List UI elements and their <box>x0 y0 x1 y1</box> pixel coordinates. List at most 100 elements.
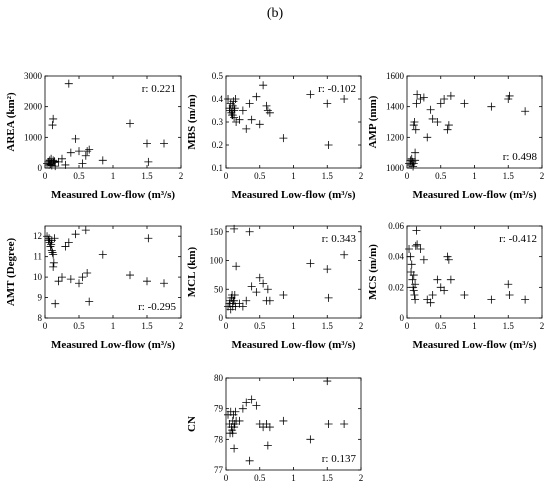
y-tick-label: 0.2 <box>212 140 223 150</box>
data-point <box>245 227 254 236</box>
y-tick-label: 2000 <box>24 102 43 112</box>
data-point <box>230 444 239 453</box>
scatter-panel: 0 0.5 1 1.5 2 0 50 100 150 r: 0.343 Measured Low-f… <box>186 224 363 351</box>
data-point <box>263 285 272 294</box>
data-point <box>440 286 449 295</box>
data-point <box>49 158 58 167</box>
x-axis-label: Measured Low-flow (m³/s) <box>412 189 536 201</box>
data-point <box>50 234 59 243</box>
data-point <box>505 291 514 299</box>
y-tick-label: 0.5 <box>212 71 224 81</box>
data-point <box>505 91 514 100</box>
correlation-annotation: r: -0.102 <box>318 83 356 95</box>
data-point <box>428 114 437 123</box>
x-tick-label: 1 <box>111 171 116 181</box>
data-point <box>433 275 442 284</box>
data-point <box>324 141 333 149</box>
data-point <box>444 255 453 264</box>
data-point <box>48 248 57 257</box>
x-tick-label: 1.5 <box>322 171 334 181</box>
data-point <box>252 288 261 297</box>
y-tick-label: 1200 <box>386 132 405 142</box>
data-point <box>408 275 417 284</box>
data-point <box>83 147 92 156</box>
data-point <box>426 298 435 307</box>
data-point <box>416 95 425 103</box>
data-point <box>230 106 239 115</box>
data-point <box>238 106 247 115</box>
y-tick-label: 0 <box>400 313 405 323</box>
data-point <box>230 104 239 113</box>
data-point <box>411 156 420 165</box>
x-tick-label: 2 <box>359 473 364 483</box>
data-point <box>340 95 349 103</box>
data-point <box>61 160 70 169</box>
data-point <box>446 91 455 100</box>
y-tick-label: 80 <box>214 373 224 383</box>
data-point <box>247 395 256 404</box>
data-point <box>259 279 268 288</box>
data-point <box>265 296 274 305</box>
y-tick-label: 50 <box>214 284 224 294</box>
x-axis-label: Measured Low-flow (m³/s) <box>231 189 355 201</box>
data-point <box>51 299 60 308</box>
data-point <box>228 111 237 120</box>
x-tick-label: 1 <box>291 171 296 181</box>
y-tick-label: 0.02 <box>388 282 404 292</box>
x-tick-label: 1.5 <box>322 473 334 483</box>
data-point <box>407 154 416 163</box>
data-point <box>232 262 241 271</box>
y-axis-label: AMP (mm) <box>367 95 379 148</box>
y-tick-label: 150 <box>210 227 224 237</box>
data-point <box>54 157 63 166</box>
data-point <box>259 81 268 90</box>
data-point <box>143 139 151 148</box>
data-point <box>410 118 419 126</box>
y-tick-label: 0 <box>219 313 224 323</box>
y-axis-label: MCL (km) <box>186 246 198 297</box>
data-point <box>409 121 418 130</box>
x-tick-label: 1 <box>291 321 296 331</box>
data-point <box>230 224 239 233</box>
data-point <box>428 291 437 299</box>
data-point <box>75 279 83 288</box>
data-series <box>405 226 530 307</box>
x-tick-label: 0.5 <box>73 321 85 331</box>
data-point <box>47 240 56 249</box>
data-point <box>231 95 240 103</box>
x-tick-label: 2 <box>179 321 184 331</box>
data-point <box>49 114 58 123</box>
x-tick-label: 0 <box>224 473 229 483</box>
data-point <box>460 291 469 299</box>
data-point <box>440 95 449 103</box>
data-point <box>443 125 452 134</box>
data-point <box>411 125 420 134</box>
data-point <box>410 291 419 299</box>
data-point <box>413 90 422 99</box>
y-tick-label: 77 <box>214 465 224 475</box>
y-axis-label: AREA (km²) <box>5 92 17 152</box>
data-point <box>64 238 73 247</box>
data-point <box>416 245 425 253</box>
data-point <box>324 293 333 302</box>
data-point <box>487 102 496 111</box>
data-point <box>340 250 349 259</box>
data-point <box>235 115 244 124</box>
x-tick-label: 1.5 <box>503 171 515 181</box>
data-point <box>306 90 315 99</box>
data-point <box>460 99 469 108</box>
data-point <box>230 291 239 299</box>
x-tick-label: 0 <box>224 321 229 331</box>
y-tick-label: 11 <box>33 252 42 262</box>
data-point <box>255 420 264 428</box>
y-tick-label: 100 <box>210 256 224 266</box>
data-series <box>224 224 349 314</box>
data-point <box>49 258 58 267</box>
data-point <box>521 107 530 116</box>
x-tick-label: 2 <box>540 321 545 331</box>
data-point <box>238 302 247 311</box>
x-tick-label: 1 <box>291 473 296 483</box>
data-point <box>306 259 315 268</box>
x-tick-label: 2 <box>540 171 545 181</box>
